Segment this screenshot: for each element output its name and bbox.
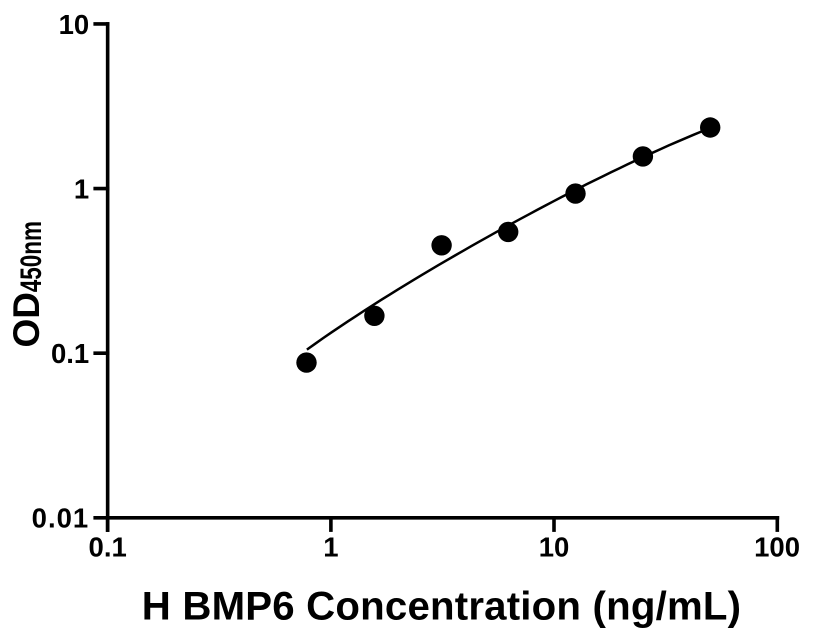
svg-text:OD: OD <box>6 292 47 348</box>
svg-text:10: 10 <box>539 531 570 562</box>
svg-text:0.01: 0.01 <box>32 503 90 534</box>
svg-text:100: 100 <box>754 531 800 562</box>
svg-text:450nm: 450nm <box>14 221 48 292</box>
svg-text:10: 10 <box>59 9 90 40</box>
svg-text:0.1: 0.1 <box>89 531 127 562</box>
svg-text:0.1: 0.1 <box>51 338 89 369</box>
svg-text:1: 1 <box>74 174 89 205</box>
svg-text:H BMP6 Concentration (ng/mL): H BMP6 Concentration (ng/mL) <box>142 583 741 628</box>
svg-text:1: 1 <box>323 531 338 562</box>
